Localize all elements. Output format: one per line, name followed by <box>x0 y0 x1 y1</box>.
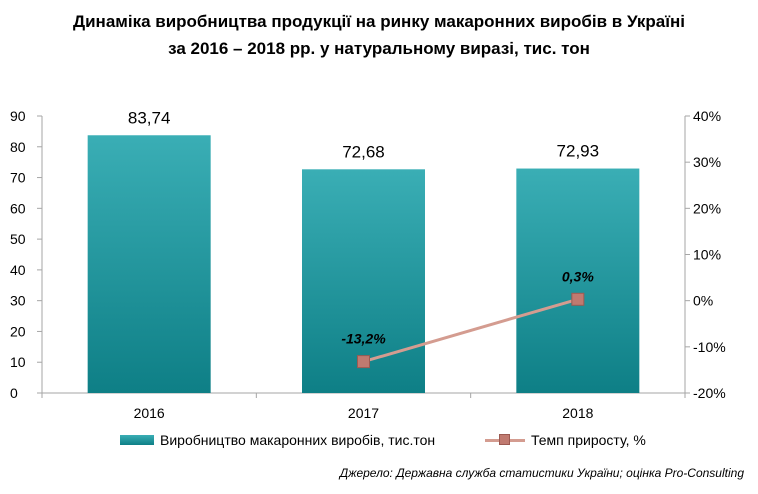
y2-tick-label: 30% <box>693 154 721 170</box>
legend-item-growth: Темп приросту, % <box>485 432 646 448</box>
bar <box>516 168 640 393</box>
growth-point <box>571 292 585 306</box>
y2-tick-label: -10% <box>693 339 726 355</box>
bar <box>87 135 211 393</box>
legend-label-growth: Темп приросту, % <box>531 432 646 448</box>
y-tick-label: 90 <box>10 108 26 124</box>
y-tick-label: 60 <box>10 200 26 216</box>
y2-tick-label: 10% <box>693 247 721 263</box>
chart-title: Динаміка виробництва продукції на ринку … <box>0 8 758 62</box>
growth-data-label: 0,3% <box>562 268 594 284</box>
source-note: Джерело: Державна служба статистики Укра… <box>339 466 744 480</box>
chart-title-line-1: Динаміка виробництва продукції на ринку … <box>72 12 686 31</box>
chart-legend: Виробництво макаронних виробів, тис.тон … <box>0 432 758 454</box>
y2-tick-label: -20% <box>693 385 726 401</box>
x-tick-label: 2018 <box>562 405 593 421</box>
y-tick-label: 80 <box>10 139 26 155</box>
bar-data-label: 72,93 <box>557 142 600 161</box>
y-tick-label: 0 <box>10 385 18 401</box>
legend-label-production: Виробництво макаронних виробів, тис.тон <box>160 432 436 448</box>
growth-point <box>357 355 370 369</box>
y-tick-label: 40 <box>10 262 26 278</box>
bar-data-label: 72,68 <box>342 142 385 161</box>
y-tick-label: 50 <box>10 231 26 247</box>
legend-bar-swatch <box>120 435 154 445</box>
y-tick-label: 30 <box>10 293 26 309</box>
y2-tick-label: 0% <box>693 293 713 309</box>
y-tick-label: 70 <box>10 170 26 186</box>
y2-tick-label: 40% <box>693 108 721 124</box>
growth-series-line <box>363 297 579 364</box>
x-tick-label: 2016 <box>134 405 165 421</box>
legend-line-swatch <box>485 434 525 446</box>
growth-data-label: -13,2% <box>341 331 386 347</box>
x-tick-label: 2017 <box>348 405 379 421</box>
y-tick-label: 20 <box>10 323 26 339</box>
y2-tick-label: 20% <box>693 200 721 216</box>
legend-item-production: Виробництво макаронних виробів, тис.тон <box>120 432 435 448</box>
chart-title-line-2: за 2016 – 2018 рр. у натуральному виразі… <box>168 39 590 58</box>
bar-data-label: 83,74 <box>128 108 171 127</box>
y-tick-label: 10 <box>10 354 26 370</box>
